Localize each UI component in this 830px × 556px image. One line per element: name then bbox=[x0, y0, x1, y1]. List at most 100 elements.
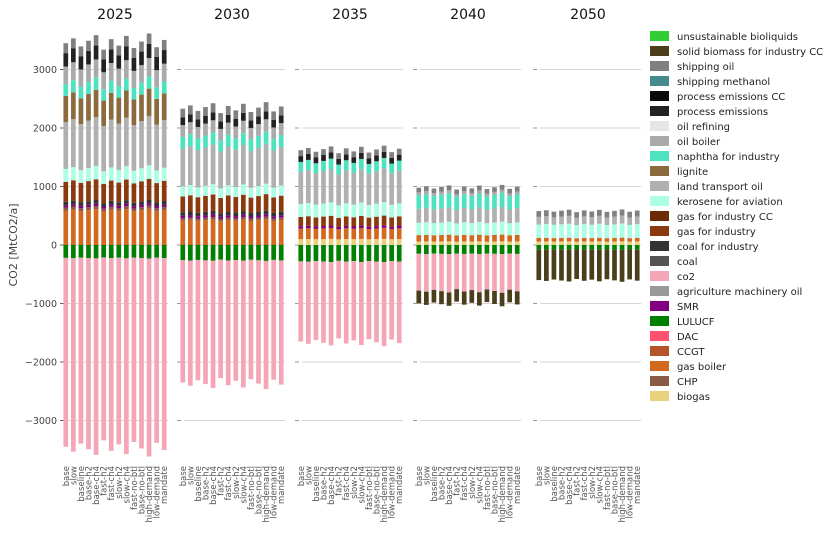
bar-segment-gas-boiler bbox=[124, 209, 129, 245]
bar-segment-naphtha-for-industry bbox=[306, 159, 311, 171]
legend-label: shipping methanol bbox=[677, 77, 770, 88]
bar-segment-kerosene-for-aviation bbox=[203, 185, 208, 196]
bar-segment-shipping-oil bbox=[313, 151, 319, 158]
bar-segment-kerosene-for-aviation bbox=[612, 224, 617, 238]
panel-2030: 2030baseslowbaselinebase-h2base-ch4fast-… bbox=[177, 7, 287, 523]
legend-swatch bbox=[650, 286, 669, 296]
legend: unsustainable bioliquids solid biomass fo… bbox=[650, 31, 823, 403]
bar-segment-process-emissions bbox=[321, 155, 326, 161]
bar-segment-biogas bbox=[359, 238, 364, 245]
bar-segment-process-emissions bbox=[381, 151, 387, 158]
bar-segment-gas-boiler bbox=[351, 228, 357, 240]
bar-segment-gas-boiler bbox=[439, 234, 444, 242]
bar-segment-shipping-oil bbox=[188, 105, 193, 115]
bar-segment-shipping-oil bbox=[321, 149, 326, 156]
bar-segment-gas-boiler bbox=[313, 228, 319, 240]
bar-segment-kerosene-for-aviation bbox=[306, 203, 311, 217]
bar-segment-gas-for-industry bbox=[161, 180, 167, 202]
x-tick-label: slow-ch4 bbox=[357, 466, 367, 503]
bar-segment-kerosene-for-aviation bbox=[461, 222, 467, 235]
bar-segment-land-transport-oil bbox=[248, 150, 254, 188]
bar-segment-smr bbox=[389, 226, 394, 229]
bar-segment-shipping-oil bbox=[124, 35, 129, 47]
bar-segment-biogas bbox=[454, 241, 459, 245]
bar-segment-smr bbox=[306, 225, 311, 229]
bar-segment-solid-biomass-for-industry-cc bbox=[514, 291, 520, 305]
bar-segment-biogas bbox=[439, 241, 444, 245]
bar-segment-biogas bbox=[469, 241, 475, 245]
bar-segment-biogas bbox=[581, 241, 587, 245]
bar-segment-lulucf bbox=[359, 245, 364, 262]
bar-segment-kerosene-for-aviation bbox=[536, 224, 542, 238]
bar-segment-chp bbox=[256, 217, 261, 221]
bar-segment-shipping-oil bbox=[597, 209, 602, 216]
bar-segment-lulucf bbox=[218, 245, 223, 260]
legend-swatch bbox=[650, 316, 669, 326]
x-tick-label: base-h2 bbox=[438, 466, 448, 500]
x-tick-label: base-no-btl bbox=[255, 466, 265, 514]
bar-segment-biogas bbox=[559, 241, 564, 245]
legend-swatch bbox=[650, 241, 669, 251]
bar-segment-naphtha-for-industry bbox=[225, 134, 231, 147]
bar-segment-coal-for-industry bbox=[63, 201, 69, 206]
bar-segment-lulucf bbox=[241, 245, 246, 261]
bar-segment-kerosene-for-aviation bbox=[439, 222, 444, 235]
x-tick-label: base-ch4 bbox=[327, 466, 337, 505]
bar-segment-oil-boiler bbox=[248, 127, 254, 140]
bar-segment-shipping-oil bbox=[180, 108, 186, 118]
bar-segment-gas-boiler bbox=[343, 228, 349, 240]
bar-segment-oil-boiler bbox=[161, 63, 167, 82]
bar-segment-biogas bbox=[313, 239, 319, 245]
bar-segment-land-transport-oil bbox=[551, 217, 557, 225]
bar-segment-gas-for-industry bbox=[241, 194, 246, 212]
bar-segment-co2 bbox=[86, 258, 91, 450]
bar-segment-gas-for-industry bbox=[108, 180, 114, 201]
bar-segment-gas-boiler bbox=[366, 229, 372, 240]
bar-segment-shipping-oil bbox=[396, 148, 402, 155]
bar-segment-land-transport-oil bbox=[101, 126, 106, 172]
bar-segment-co2 bbox=[71, 258, 76, 452]
bar-segment-gas-for-industry bbox=[396, 216, 402, 226]
bar-segment-lulucf bbox=[71, 245, 76, 259]
bar-segment-coal-for-industry bbox=[116, 202, 122, 206]
bar-segment-chp bbox=[218, 218, 223, 222]
bar-segment-co2 bbox=[321, 261, 326, 343]
bar-segment-solid-biomass-for-industry-cc bbox=[416, 290, 422, 304]
bar-segment-lulucf bbox=[188, 245, 193, 261]
x-tick-label: base-h2 bbox=[85, 466, 95, 500]
legend-label: naphtha for industry bbox=[677, 152, 780, 163]
bar-segment-gas-boiler bbox=[514, 234, 520, 242]
bar-segment-biogas bbox=[536, 241, 542, 245]
bar-segment-chp bbox=[154, 208, 159, 212]
bar-segment-shipping-oil bbox=[492, 187, 497, 192]
bar-segment-lignite bbox=[86, 94, 91, 121]
x-tick-label: base bbox=[62, 466, 72, 486]
bar-segment-gas-boiler bbox=[210, 219, 216, 245]
bar-segment-biogas bbox=[627, 241, 632, 245]
bar-segment-gas-boiler bbox=[492, 234, 497, 242]
bar-segment-shipping-oil bbox=[551, 211, 557, 218]
bar-segment-oil-boiler bbox=[108, 63, 114, 81]
bar-segment-lulucf bbox=[336, 245, 341, 261]
bar-segment-lulucf bbox=[278, 245, 284, 261]
bar-segment-lulucf bbox=[271, 245, 276, 260]
bar-segment-land-transport-oil bbox=[271, 150, 276, 188]
bar-segment-chp bbox=[278, 217, 284, 221]
bar-segment-kerosene-for-aviation bbox=[604, 225, 610, 239]
bar-segment-smr bbox=[154, 206, 159, 209]
bar-segment-lulucf bbox=[108, 245, 114, 259]
bar-segment-shipping-oil bbox=[507, 188, 512, 194]
bar-segment-gas-for-industry bbox=[336, 217, 341, 227]
bar-segment-gas-for-industry bbox=[271, 197, 276, 213]
bar-segment-oil-boiler bbox=[116, 68, 122, 87]
bar-segment-shipping-oil bbox=[604, 211, 610, 218]
bar-segment-co2 bbox=[154, 257, 159, 443]
bar-segment-shipping-oil bbox=[298, 150, 304, 157]
bar-segment-kerosene-for-aviation bbox=[161, 167, 167, 181]
bar-segment-shipping-oil bbox=[233, 110, 239, 119]
bar-segment-co2 bbox=[424, 253, 429, 292]
bar-segment-chp bbox=[139, 207, 144, 211]
bar-segment-land-transport-oil bbox=[454, 209, 459, 224]
bar-segment-land-transport-oil bbox=[396, 170, 402, 204]
bar-segment-co2 bbox=[124, 258, 129, 455]
